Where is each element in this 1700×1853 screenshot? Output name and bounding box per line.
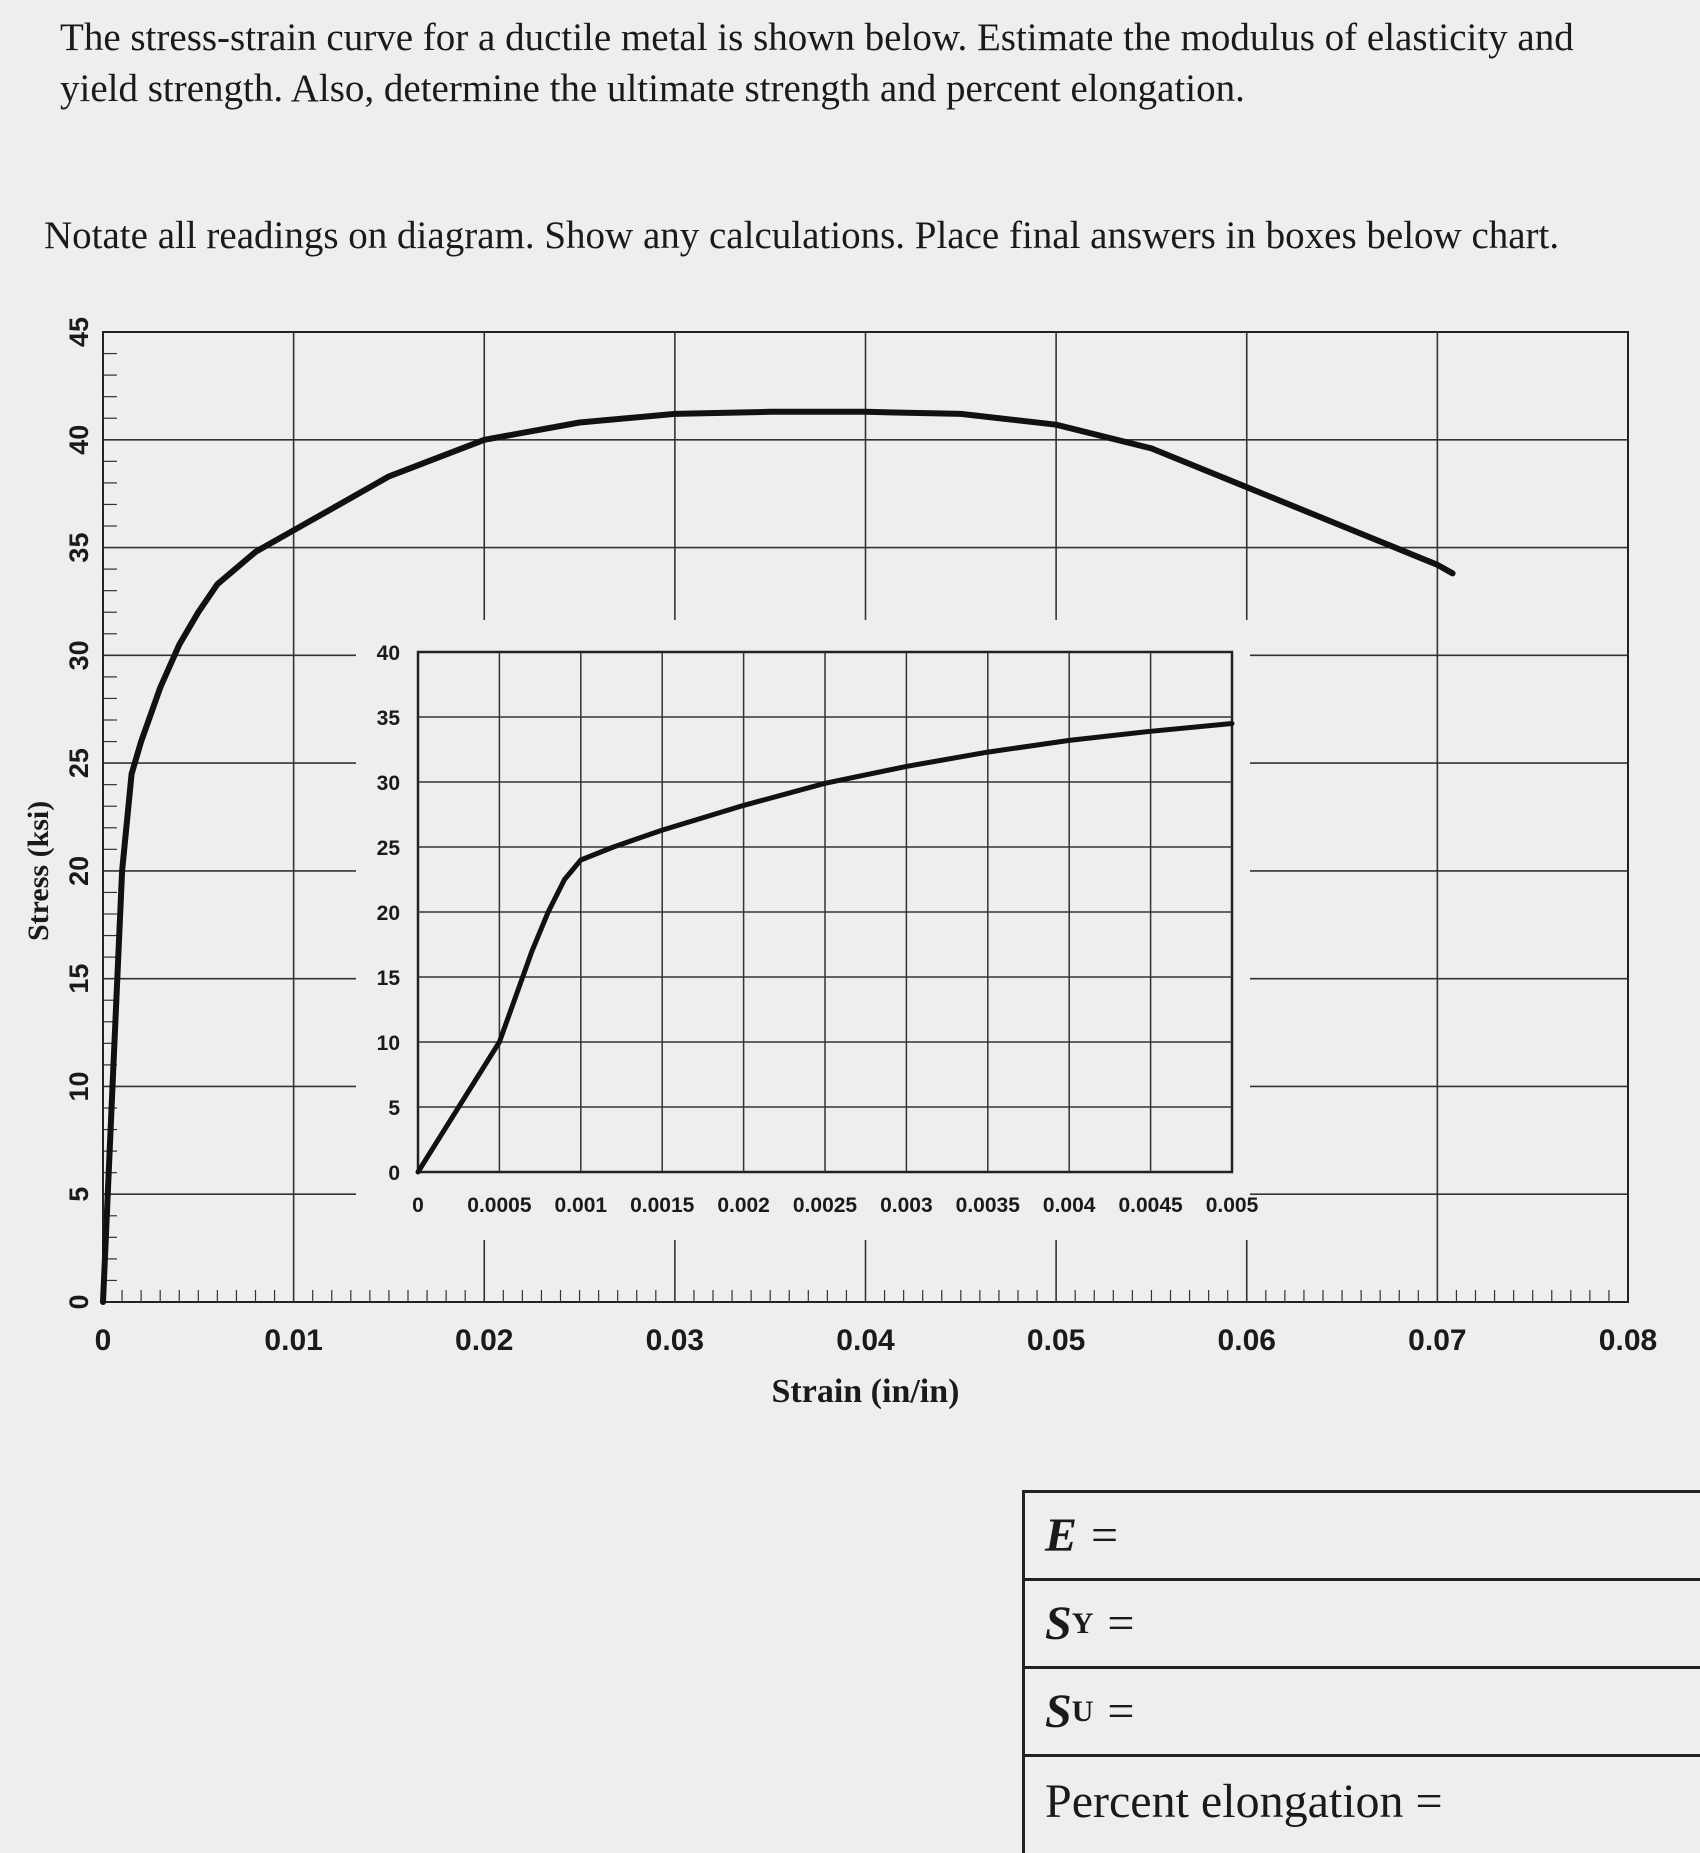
inset-x-tick-label: 0.0025 — [793, 1194, 858, 1217]
x-tick-label: 0 — [95, 1324, 112, 1357]
answer-box-modulus[interactable]: E = — [1025, 1493, 1700, 1581]
y-axis-title: Stress (ksi) — [22, 801, 55, 941]
inset-x-tick-label: 0.0005 — [467, 1194, 532, 1217]
x-tick-label: 0.07 — [1408, 1324, 1466, 1357]
inset-x-tick-label: 0.005 — [1206, 1194, 1259, 1217]
inset-x-tick-label: 0 — [412, 1194, 424, 1217]
ultimate-symbol: S — [1045, 1685, 1072, 1738]
x-tick-label: 0.03 — [646, 1324, 704, 1357]
y-tick-label: 5 — [64, 1187, 94, 1202]
inset-y-tick-label: 40 — [377, 642, 400, 665]
x-tick-label: 0.06 — [1218, 1324, 1276, 1357]
inset-y-tick-label: 35 — [377, 707, 401, 730]
y-tick-label: 45 — [64, 317, 94, 347]
equals-sign: = — [1091, 1509, 1119, 1562]
inset-x-tick-label: 0.001 — [555, 1194, 608, 1217]
inset-x-tick-label: 0.004 — [1043, 1194, 1096, 1217]
x-tick-label: 0.04 — [836, 1324, 895, 1357]
elongation-label: Percent elongation = — [1045, 1774, 1443, 1828]
inset-y-tick-label: 30 — [377, 772, 400, 795]
y-tick-label: 10 — [64, 1071, 94, 1101]
inset-background — [356, 620, 1250, 1240]
inset-y-tick-label: 20 — [377, 902, 400, 925]
y-tick-label: 40 — [64, 425, 94, 455]
answer-box-elongation[interactable]: Percent elongation = — [1025, 1757, 1700, 1845]
ultimate-subscript: U — [1071, 1694, 1094, 1728]
equals-sign: = — [1107, 1685, 1135, 1738]
yield-symbol: S — [1045, 1597, 1072, 1650]
inset-stress-strain-curve — [415, 721, 1235, 1175]
inset-x-tick-label: 0.0035 — [956, 1194, 1021, 1217]
inset-y-tick-label: 0 — [388, 1162, 400, 1185]
y-tick-label: 35 — [64, 533, 94, 563]
x-tick-label: 0.08 — [1599, 1324, 1657, 1357]
instruction-text: Notate all readings on diagram. Show any… — [44, 214, 1560, 257]
y-tick-label: 30 — [64, 640, 94, 670]
x-tick-label: 0.05 — [1027, 1324, 1085, 1357]
inset-x-tick-label: 0.0015 — [630, 1194, 695, 1217]
inset-x-tick-label: 0.0045 — [1118, 1194, 1183, 1217]
y-tick-label: 0 — [64, 1294, 94, 1309]
x-tick-label: 0.02 — [455, 1324, 513, 1357]
x-tick-label: 0.01 — [264, 1324, 322, 1357]
stress-strain-curve — [100, 408, 1456, 1305]
y-tick-label: 20 — [64, 856, 94, 886]
y-tick-label: 25 — [64, 748, 94, 778]
modulus-symbol: E — [1045, 1509, 1078, 1562]
equals-sign: = — [1107, 1597, 1135, 1650]
x-axis-title: Strain (in/in) — [772, 1373, 960, 1410]
inset-x-tick-label: 0.002 — [717, 1194, 770, 1217]
inset-y-tick-label: 10 — [377, 1032, 400, 1055]
yield-subscript: Y — [1071, 1606, 1094, 1640]
inset-x-tick-label: 0.003 — [880, 1194, 933, 1217]
y-tick-label: 15 — [64, 964, 94, 994]
inset-y-tick-label: 5 — [388, 1097, 400, 1120]
stress-strain-chart: 0 5 10 15 20 25 30 35 40 45 0 0.01 0.02 0.03 0.04 0.05 0… — [22, 317, 1657, 1410]
inset-y-tick-label: 25 — [377, 837, 401, 860]
inset-y-tick-label: 15 — [377, 967, 401, 990]
problem-statement: The stress-strain curve for a ductile me… — [60, 16, 1574, 110]
